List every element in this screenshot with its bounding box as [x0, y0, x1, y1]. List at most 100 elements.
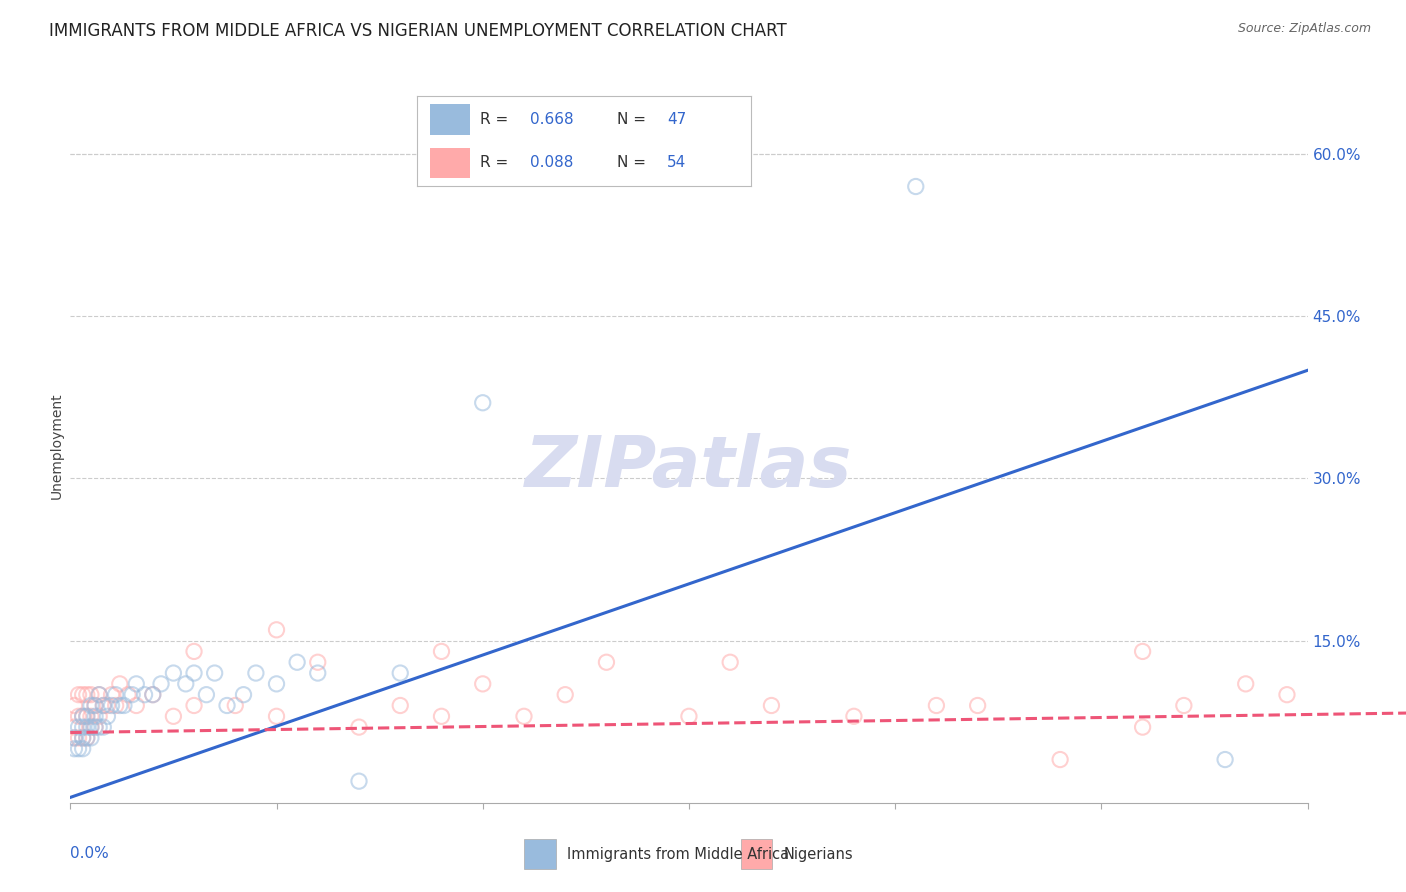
Point: [80, 720, 103, 734]
Point: [678, 709, 700, 723]
Point: [80, 709, 103, 723]
Point: [63, 731, 86, 745]
Point: [471, 677, 494, 691]
Point: [91, 720, 114, 734]
Point: [91, 698, 114, 713]
Point: [76, 731, 98, 745]
Point: [63, 698, 86, 713]
FancyBboxPatch shape: [741, 839, 772, 869]
Point: [162, 666, 184, 681]
Point: [67, 720, 90, 734]
Point: [554, 688, 576, 702]
Point: [80, 698, 103, 713]
Text: ZIPatlas: ZIPatlas: [526, 433, 852, 502]
Point: [761, 698, 783, 713]
Point: [72, 731, 94, 745]
Point: [67, 709, 90, 723]
Point: [1173, 698, 1195, 713]
Point: [347, 720, 370, 734]
Point: [966, 698, 988, 713]
Point: [80, 720, 103, 734]
Point: [430, 644, 453, 658]
Point: [89, 688, 111, 702]
Point: [285, 655, 308, 669]
Point: [72, 720, 94, 734]
Point: [215, 698, 238, 713]
Point: [389, 698, 412, 713]
Point: [513, 709, 536, 723]
Point: [925, 698, 948, 713]
Point: [718, 655, 741, 669]
Text: 0.0%: 0.0%: [70, 846, 110, 861]
Text: IMMIGRANTS FROM MIDDLE AFRICA VS NIGERIAN UNEMPLOYMENT CORRELATION CHART: IMMIGRANTS FROM MIDDLE AFRICA VS NIGERIA…: [49, 22, 787, 40]
Point: [104, 688, 127, 702]
Point: [108, 698, 131, 713]
Point: [63, 731, 86, 745]
Point: [72, 688, 94, 702]
Point: [174, 677, 197, 691]
Point: [112, 698, 135, 713]
Point: [266, 709, 288, 723]
Point: [307, 655, 329, 669]
Point: [84, 720, 107, 734]
Point: [108, 677, 131, 691]
Point: [72, 741, 94, 756]
Point: [134, 688, 156, 702]
Point: [904, 179, 927, 194]
Point: [1132, 644, 1154, 658]
Point: [76, 688, 98, 702]
Point: [96, 698, 118, 713]
Text: Source: ZipAtlas.com: Source: ZipAtlas.com: [1237, 22, 1371, 36]
Point: [80, 688, 103, 702]
Point: [100, 688, 122, 702]
Point: [63, 741, 86, 756]
Point: [84, 709, 107, 723]
Point: [100, 698, 122, 713]
Point: [1234, 677, 1257, 691]
Point: [1132, 720, 1154, 734]
Point: [1213, 753, 1236, 767]
Point: [72, 709, 94, 723]
Point: [76, 709, 98, 723]
Point: [84, 698, 107, 713]
Point: [471, 396, 494, 410]
Point: [183, 666, 205, 681]
Point: [89, 709, 111, 723]
Point: [142, 688, 165, 702]
Point: [307, 666, 329, 681]
Point: [89, 720, 111, 734]
Point: [347, 774, 370, 789]
Point: [595, 655, 617, 669]
Y-axis label: Unemployment: Unemployment: [49, 392, 63, 500]
Point: [67, 741, 90, 756]
Point: [842, 709, 865, 723]
Point: [80, 731, 103, 745]
Point: [1275, 688, 1298, 702]
Point: [76, 709, 98, 723]
Point: [162, 709, 184, 723]
Point: [142, 688, 165, 702]
Point: [72, 709, 94, 723]
Point: [266, 623, 288, 637]
Point: [96, 709, 118, 723]
Point: [125, 677, 148, 691]
Point: [63, 720, 86, 734]
Point: [117, 688, 139, 702]
Point: [430, 709, 453, 723]
Point: [89, 688, 111, 702]
Point: [76, 720, 98, 734]
Point: [204, 666, 226, 681]
Text: Nigerians: Nigerians: [785, 847, 853, 862]
Point: [183, 698, 205, 713]
Point: [91, 698, 114, 713]
Point: [121, 688, 143, 702]
Point: [245, 666, 267, 681]
Point: [67, 731, 90, 745]
Point: [67, 688, 90, 702]
Point: [389, 666, 412, 681]
FancyBboxPatch shape: [524, 839, 555, 869]
Point: [195, 688, 218, 702]
Point: [183, 644, 205, 658]
Point: [150, 677, 173, 691]
Point: [84, 720, 107, 734]
